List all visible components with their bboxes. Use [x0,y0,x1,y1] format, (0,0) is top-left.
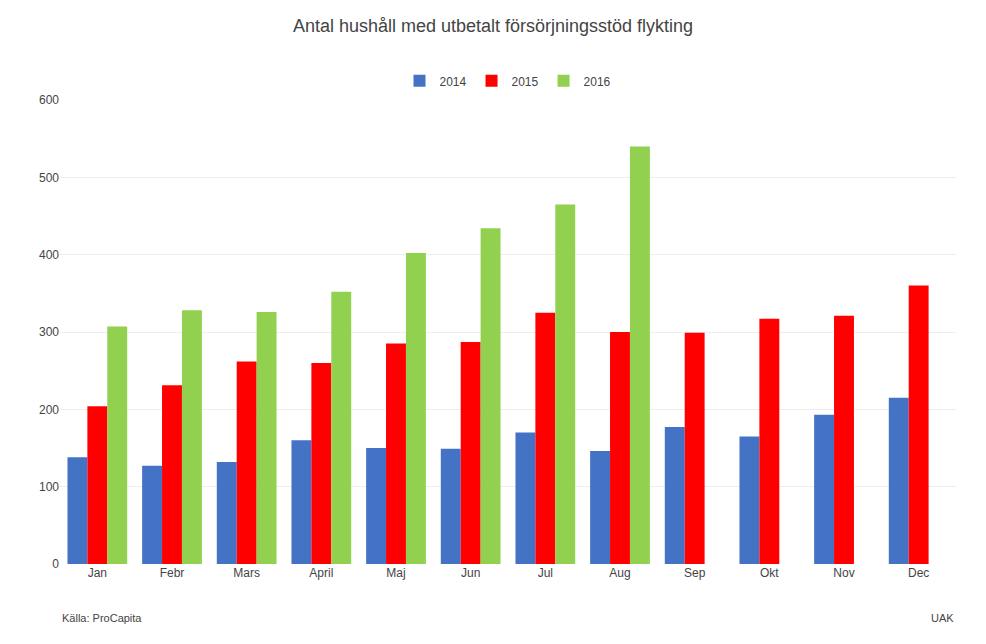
svg-text:300: 300 [39,325,59,339]
svg-text:0: 0 [52,557,59,571]
svg-text:200: 200 [39,403,59,417]
svg-text:April: April [309,566,333,580]
svg-text:100: 100 [39,480,59,494]
svg-text:Källa: ProCapita: Källa: ProCapita [62,612,142,624]
svg-text:Jul: Jul [538,566,553,580]
svg-text:500: 500 [39,171,59,185]
svg-text:Nov: Nov [833,566,854,580]
svg-text:Febr: Febr [160,566,185,580]
svg-text:600: 600 [39,93,59,107]
svg-text:UAK: UAK [931,612,954,624]
svg-text:Antal hushåll med utbetalt för: Antal hushåll med utbetalt försörjningss… [293,16,693,36]
svg-text:Sep: Sep [684,566,706,580]
svg-text:2014: 2014 [440,75,467,89]
svg-text:Okt: Okt [760,566,779,580]
svg-text:2015: 2015 [512,75,539,89]
svg-text:Jan: Jan [88,566,107,580]
svg-text:2016: 2016 [584,75,611,89]
svg-text:Dec: Dec [908,566,929,580]
svg-text:400: 400 [39,248,59,262]
svg-text:Mars: Mars [233,566,260,580]
svg-text:Jun: Jun [461,566,480,580]
svg-text:Maj: Maj [386,566,405,580]
svg-text:Aug: Aug [609,566,630,580]
